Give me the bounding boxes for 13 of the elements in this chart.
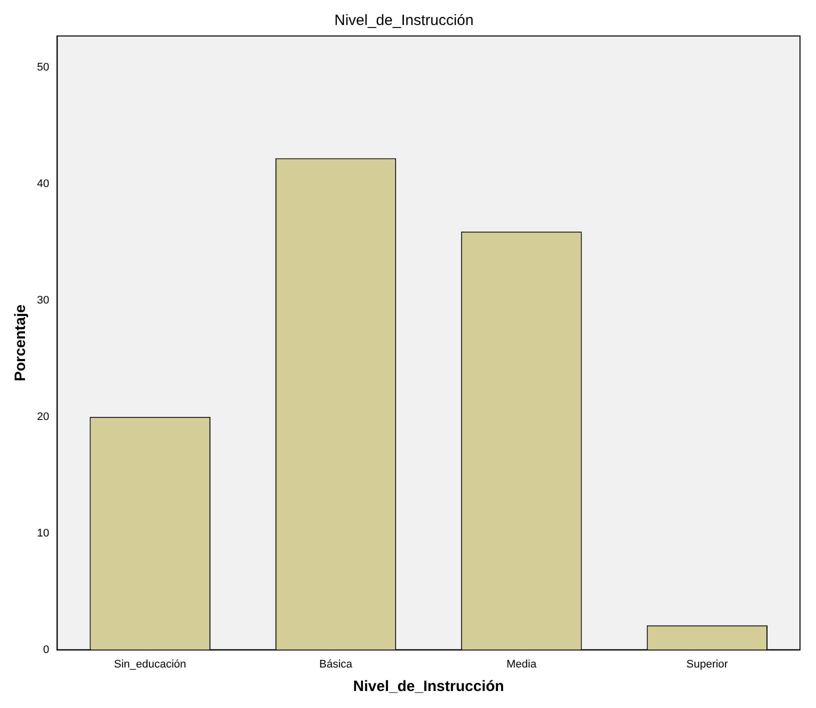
y-tick-label: 30 [36,294,50,306]
x-axis-title: Nivel_de_Instrucción [353,678,504,696]
y-tick-label: 50 [36,61,50,74]
y-tick-label: 0 [43,644,50,656]
x-tick-label: Media [506,658,538,670]
y-axis-title: Porcentaje [12,304,30,382]
y-tick-label: 20 [36,410,50,423]
y-tick-label: 10 [36,527,50,540]
x-tick-label: Básica [319,658,354,670]
x-tick-label: Sin_educación [114,658,186,670]
chart-title: Nivel_de_Instrucción [334,12,474,30]
y-tick-label: 40 [36,178,50,190]
x-tick-label: Superior [686,658,728,670]
